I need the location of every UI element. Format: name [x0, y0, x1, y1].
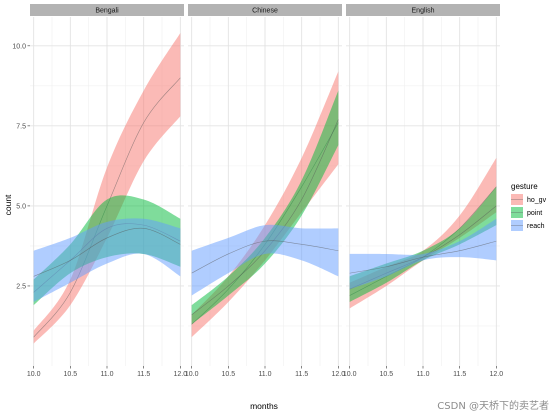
x-tick-label: 10.0 — [27, 371, 41, 378]
facet-strip — [346, 4, 500, 16]
x-tick-label: 10.0 — [185, 371, 199, 378]
x-tick-label: 10.5 — [380, 371, 394, 378]
y-tick-label: 10.0 — [12, 43, 26, 50]
x-axis-title: months — [250, 401, 278, 411]
y-axis-title: count — [3, 194, 13, 215]
x-tick-label: 11.5 — [137, 371, 150, 378]
x-tick-label: 11.0 — [258, 371, 271, 378]
x-tick-label: 10.0 — [343, 371, 357, 378]
x-tick-label: 12.0 — [490, 371, 504, 378]
legend-label-point: point — [527, 210, 542, 217]
x-tick-label: 11.5 — [295, 371, 308, 378]
ribbon-reach — [33, 218, 181, 302]
ribbon-reach — [191, 224, 339, 296]
legend-label-reach: reach — [527, 223, 545, 230]
x-tick-label: 10.5 — [222, 371, 236, 378]
x-tick-label: 11.0 — [100, 371, 113, 378]
watermark: CSDN @天桥下的卖艺者 — [437, 399, 549, 412]
facet-english: English — [346, 4, 500, 366]
x-tick-label: 11.5 — [453, 371, 466, 378]
y-axis: 2.5 5.0 7.5 10.0 — [12, 43, 30, 290]
ribbon-point — [191, 90, 339, 325]
x-axes: 10.0 10.5 11.0 11.5 12.010.0 10.5 11.0 11.5 12.0… — [27, 366, 503, 378]
facet-strip — [188, 4, 342, 16]
ribbon-ho_gv — [33, 33, 181, 344]
facet-strip-label: Chinese — [252, 8, 278, 15]
fit-line-reach — [349, 240, 497, 274]
ribbon-reach — [349, 218, 497, 290]
x-tick-label: 10.5 — [64, 371, 78, 378]
x-tick-label: 12.0 — [332, 371, 346, 378]
facet-bengali: Bengali — [30, 4, 184, 366]
y-tick-label: 7.5 — [16, 123, 26, 130]
fit-line-reach — [191, 240, 339, 274]
facet-chinese: Chinese — [188, 4, 342, 366]
y-tick-label: 2.5 — [16, 283, 26, 290]
x-tick-label: 11.0 — [416, 371, 429, 378]
legend-label-ho_gv: ho_gv — [527, 197, 547, 204]
legend-title: gesture — [511, 182, 538, 191]
y-tick-label: 5.0 — [16, 203, 26, 210]
facet-panels: Bengali Chinese English — [30, 4, 500, 366]
facet-strip-label: Bengali — [95, 8, 119, 15]
x-tick-label: 12.0 — [174, 371, 188, 378]
facet-strip-label: English — [412, 8, 435, 15]
fit-line-reach — [33, 227, 181, 277]
facet-strip — [30, 4, 184, 16]
